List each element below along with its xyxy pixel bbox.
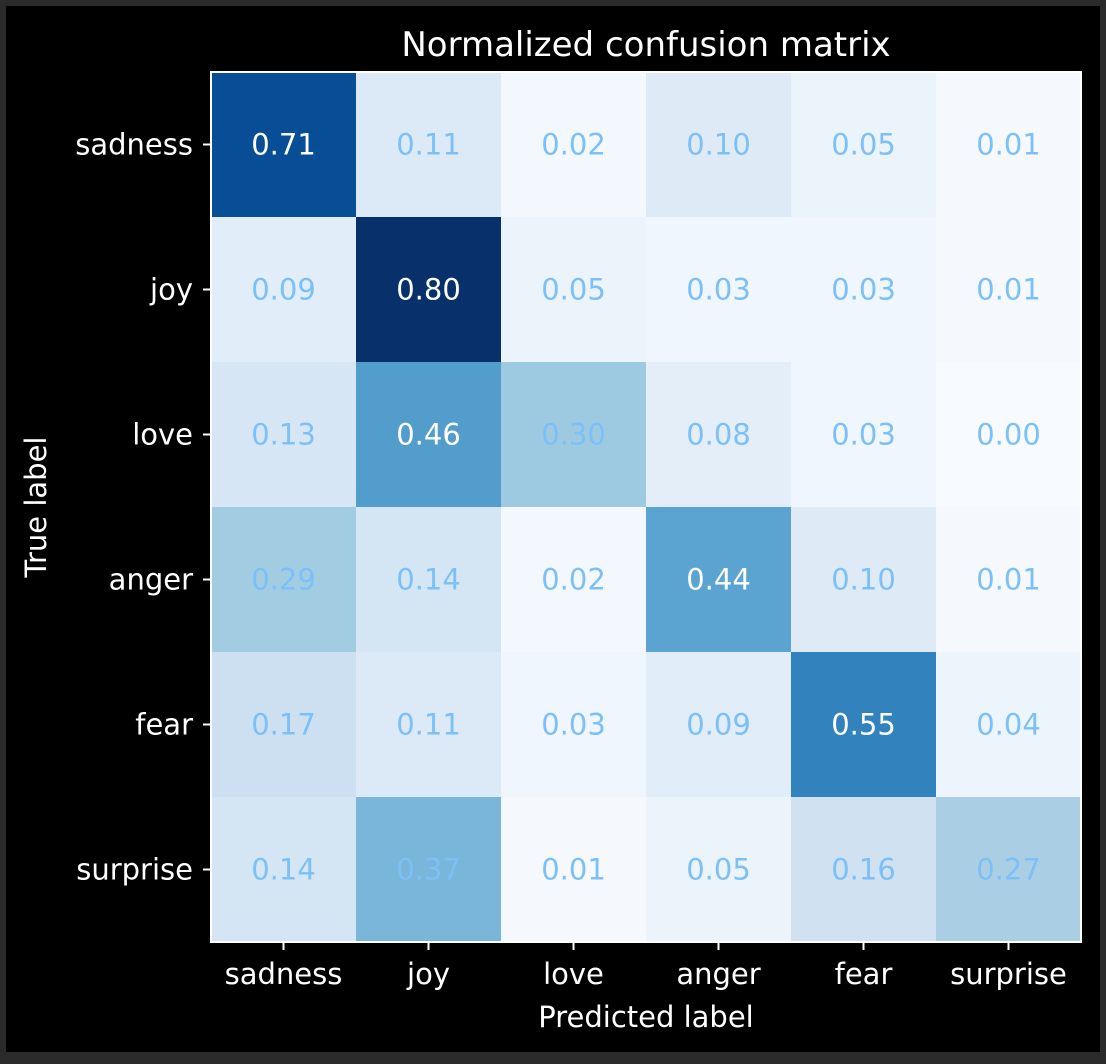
heatmap-cell	[356, 652, 502, 798]
heatmap-cell	[356, 72, 502, 218]
heatmap-cell	[211, 217, 357, 363]
heatmap-cell	[211, 797, 357, 943]
heatmap-cells	[211, 72, 1082, 943]
heatmap-cell	[356, 362, 502, 508]
cell-value-label: 0.10	[831, 563, 896, 597]
heatmap-cell	[501, 217, 647, 363]
cell-value-label: 0.55	[831, 708, 896, 742]
cell-value-label: 0.05	[541, 273, 606, 307]
heatmap-cell	[211, 362, 357, 508]
heatmap-cell	[936, 507, 1082, 653]
cell-value-label: 0.03	[831, 418, 896, 452]
cell-value-label: 0.09	[251, 273, 316, 307]
heatmap-cell	[791, 507, 937, 653]
y-tick-label: sadness	[75, 128, 193, 162]
cell-value-label: 0.03	[686, 273, 751, 307]
heatmap-cell	[501, 652, 647, 798]
heatmap-cell	[646, 217, 792, 363]
heatmap-cell	[356, 797, 502, 943]
heatmap-cell	[791, 797, 937, 943]
heatmap-cell	[356, 217, 502, 363]
cell-value-label: 0.09	[686, 708, 751, 742]
cell-value-label: 0.04	[976, 708, 1041, 742]
heatmap-cell	[356, 507, 502, 653]
heatmap-cell	[791, 72, 937, 218]
cell-value-label: 0.01	[976, 128, 1041, 162]
y-tick-label: love	[132, 418, 193, 452]
cell-value-label: 0.16	[831, 853, 896, 887]
y-axis-ticks: sadness joy love anger fear surprise	[75, 128, 211, 887]
heatmap-cell	[791, 652, 937, 798]
heatmap-cell	[646, 362, 792, 508]
cell-value-label: 0.01	[541, 853, 606, 887]
heatmap-cell	[501, 507, 647, 653]
heatmap-cell	[501, 72, 647, 218]
cell-value-label: 0.11	[396, 128, 461, 162]
x-tick-label: surprise	[950, 957, 1067, 991]
y-tick-label: surprise	[76, 853, 193, 887]
cell-value-label: 0.11	[396, 708, 461, 742]
heatmap-cell	[936, 652, 1082, 798]
axes-frame	[210, 71, 1082, 943]
x-axis-label: Predicted label	[538, 1000, 754, 1034]
chart-title: Normalized confusion matrix	[401, 25, 890, 65]
y-axis-label: True label	[19, 437, 53, 579]
heatmap-cell	[501, 797, 647, 943]
cell-value-label: 0.02	[541, 563, 606, 597]
heatmap-cell	[646, 652, 792, 798]
heatmap-cell	[936, 217, 1082, 363]
heatmap-cell	[936, 72, 1082, 218]
x-tick-label: love	[543, 957, 604, 991]
cell-value-label: 0.08	[686, 418, 751, 452]
heatmap-cell	[501, 362, 647, 508]
x-axis-ticks: sadness joy love anger fear surprise	[225, 942, 1067, 991]
heatmap-cell	[646, 797, 792, 943]
cell-value-label: 0.44	[686, 563, 751, 597]
cell-value-label: 0.37	[396, 853, 461, 887]
cell-value-label: 0.30	[541, 418, 606, 452]
heatmap-cell	[791, 362, 937, 508]
cell-value-label: 0.00	[976, 418, 1041, 452]
cell-value-label: 0.71	[251, 128, 316, 162]
heatmap-cell-labels: 0.71 0.11 0.02 0.10 0.05 0.01 0.09 0.80 0.05 0.03…	[251, 128, 1041, 887]
y-tick-label: anger	[109, 563, 193, 597]
cell-value-label: 0.27	[976, 853, 1041, 887]
heatmap-cell	[211, 507, 357, 653]
cell-value-label: 0.05	[686, 853, 751, 887]
heatmap-cell	[936, 362, 1082, 508]
cell-value-label: 0.13	[251, 418, 316, 452]
x-tick-label: fear	[835, 957, 893, 991]
cell-value-label: 0.03	[541, 708, 606, 742]
cell-value-label: 0.29	[251, 563, 316, 597]
cell-value-label: 0.01	[976, 563, 1041, 597]
cell-value-label: 0.01	[976, 273, 1041, 307]
cell-value-label: 0.14	[251, 853, 316, 887]
x-tick-label: joy	[406, 957, 450, 991]
heatmap-cell	[646, 72, 792, 218]
heatmap-cell	[646, 507, 792, 653]
heatmap-cell	[211, 652, 357, 798]
heatmap-cell	[936, 797, 1082, 943]
cell-value-label: 0.10	[686, 128, 751, 162]
cell-value-label: 0.05	[831, 128, 896, 162]
heatmap-cell	[791, 217, 937, 363]
x-tick-label: anger	[676, 957, 760, 991]
y-tick-label: joy	[149, 273, 193, 307]
cell-value-label: 0.14	[396, 563, 461, 597]
x-tick-label: sadness	[225, 957, 343, 991]
cell-value-label: 0.80	[396, 273, 461, 307]
cell-value-label: 0.17	[251, 708, 316, 742]
y-tick-label: fear	[135, 708, 193, 742]
cell-value-label: 0.46	[396, 418, 461, 452]
heatmap-cell	[211, 72, 357, 218]
cell-value-label: 0.02	[541, 128, 606, 162]
cell-value-label: 0.03	[831, 273, 896, 307]
